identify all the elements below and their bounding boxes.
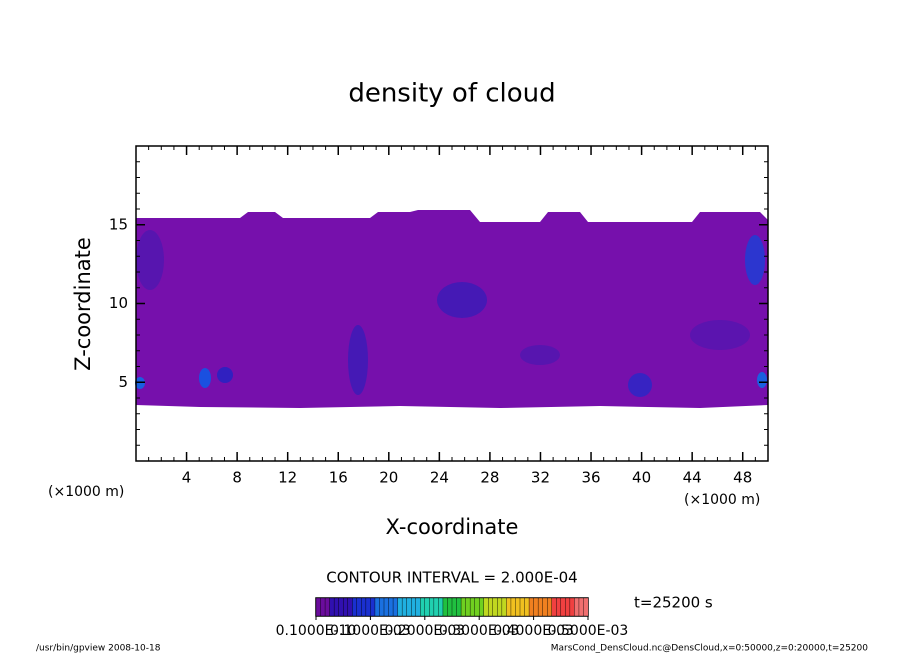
colorbar-cell (474, 597, 480, 617)
colorbar-cell (411, 597, 417, 617)
colorbar-cell (574, 597, 580, 617)
colorbar-cell (324, 597, 331, 617)
colorbar-cell (424, 597, 430, 617)
colorbar-cell (329, 597, 335, 617)
time-label: t=25200 s (634, 594, 713, 612)
colorbar-cell (560, 597, 566, 617)
x-tick-label: 32 (531, 469, 550, 487)
x-tick-label: 4 (182, 469, 192, 487)
colorbar-cell (533, 597, 539, 617)
colorbar-cell (565, 597, 571, 617)
colorbar-cell (542, 597, 548, 617)
x-tick-label: 40 (632, 469, 651, 487)
colorbar-cell (320, 597, 326, 617)
colorbar-cell (515, 597, 521, 617)
x-tick-label: 44 (683, 469, 702, 487)
colorbar-cell (528, 597, 535, 617)
contour-field (135, 210, 768, 408)
y-tick-label: 5 (118, 373, 128, 391)
colorbar-cell (401, 597, 408, 617)
colorbar-cell (479, 597, 485, 617)
colorbar-cell (519, 597, 526, 617)
footer-left: /usr/bin/gpview 2008-10-18 (36, 644, 161, 654)
colorbar-tick-label: 0.3000E-03 (439, 623, 520, 639)
colorbar-cell (442, 597, 448, 617)
chart-title: density of cloud (348, 79, 555, 109)
colorbar-cell (420, 597, 426, 617)
x-tick-label: 36 (581, 469, 600, 487)
colorbar-cell (510, 597, 516, 617)
colorbar-cell (447, 597, 453, 617)
colorbar-cell (524, 597, 530, 617)
colorbar-cell (343, 597, 349, 617)
x-tick-label: 12 (278, 469, 297, 487)
colorbar-cell (388, 597, 394, 617)
y-tick-label: 15 (109, 215, 128, 233)
colorbar-cell (460, 597, 467, 617)
colorbar-cell (492, 597, 498, 617)
colorbar-cell (379, 597, 385, 617)
colorbar-cell (488, 597, 494, 617)
colorbar-cell (356, 597, 362, 617)
x-tick-label: 20 (379, 469, 398, 487)
colorbar-cell (578, 597, 584, 617)
colorbar-cell (483, 597, 489, 617)
colorbar-cell (315, 597, 322, 617)
colorbar-cell (451, 597, 458, 617)
colorbar-cell (438, 597, 444, 617)
colorbar-cell (433, 597, 439, 617)
colorbar-cell (551, 597, 557, 617)
colorbar-cell (392, 597, 399, 617)
colorbar-cell (537, 597, 544, 617)
colorbar-cell (465, 597, 471, 617)
colorbar-cell (497, 597, 503, 617)
x-tick-label: 28 (480, 469, 499, 487)
colorbar-cell (338, 597, 344, 617)
colorbar-cell (365, 597, 371, 617)
footer-right: MarsCond_DensCloud.nc@DensCloud,x=0:5000… (551, 644, 868, 654)
colorbar-cell (352, 597, 358, 617)
colorbar-tick-label: 0.1000E-03 (330, 623, 411, 639)
y-axis-label: Z-coordinate (71, 237, 95, 371)
colorbar-cell (506, 597, 512, 617)
colorbar-cell (583, 597, 589, 617)
colorbar-cell (556, 597, 562, 617)
colorbar-cell (569, 597, 575, 617)
x-tick-label: 48 (733, 469, 752, 487)
colorbar-tick-label: 0.4000E-03 (493, 623, 574, 639)
contour-interval: CONTOUR INTERVAL = 2.000E-04 (326, 569, 577, 587)
colorbar-tick-label: 0.2000E-03 (384, 623, 465, 639)
x-tick-label: 24 (430, 469, 449, 487)
colorbar-cell (469, 597, 476, 617)
x-unit-left: (×1000 m) (48, 484, 124, 500)
colorbar-cell (429, 597, 435, 617)
colorbar-cell (333, 597, 340, 617)
colorbar-cell (547, 597, 553, 617)
colorbar-cell (406, 597, 412, 617)
colorbar-cell (383, 597, 390, 617)
x-tick-label: 16 (329, 469, 348, 487)
colorbar-cell (456, 597, 462, 617)
x-unit: (×1000 m) (684, 492, 760, 508)
colorbar-cell (370, 597, 376, 617)
colorbar-tick-label: 0.5000E-03 (548, 623, 629, 639)
colorbar-cell (501, 597, 507, 617)
colorbar-cell (397, 597, 403, 617)
y-tick-label: 10 (109, 294, 128, 312)
colorbar-cell (415, 597, 421, 617)
colorbar-cell (361, 597, 367, 617)
colorbar-cell (347, 597, 353, 617)
x-tick-label: 8 (232, 469, 242, 487)
x-axis-label: X-coordinate (386, 515, 519, 539)
colorbar-cell (374, 597, 380, 617)
colorbar-tick-label: 0.1000E-10 (276, 623, 357, 639)
